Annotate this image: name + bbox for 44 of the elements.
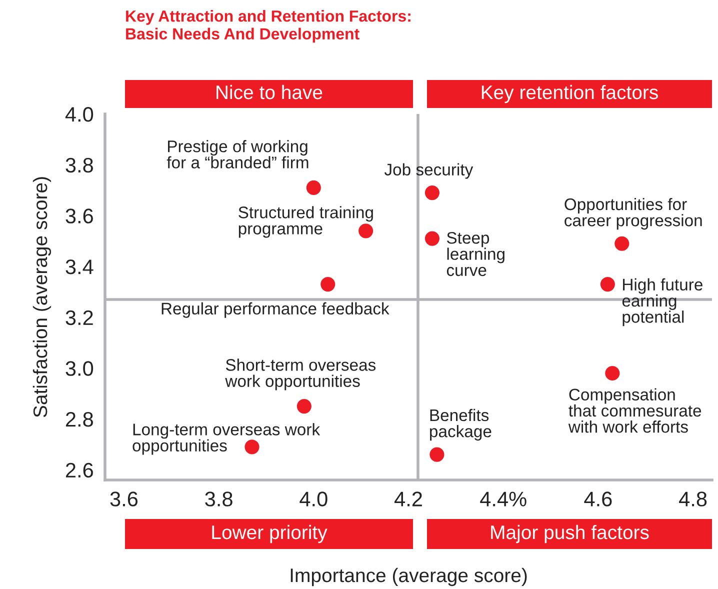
x-tick-label: 4.2 [394, 492, 422, 506]
x-tick-label: 4.6 [584, 492, 612, 506]
x-tick-label: 3.8 [205, 492, 232, 506]
point [244, 440, 260, 454]
text: Lower priority [212, 524, 328, 544]
y-tick-label: 2.8 [66, 412, 93, 427]
y-tick-label: 3.0 [66, 361, 94, 376]
y-tick-label: 4.0 [65, 107, 94, 122]
point [600, 277, 615, 292]
annotation: Steep learning curve [446, 232, 504, 276]
x-axis-title: Importance (average score) [290, 568, 527, 586]
annotation: High future earning potential [622, 278, 702, 326]
text: Key retention factors [482, 84, 658, 104]
y-tick-label: 3.6 [66, 208, 93, 224]
y-tick-label: 2.6 [66, 462, 93, 478]
chart-title: Key Attraction and Retention Factors: Basic Needs And Development [126, 10, 410, 43]
annotation: Job security [384, 163, 474, 179]
x-tick-label: 4.0 [300, 492, 328, 506]
y-axis-title: Satisfaction (average score) [32, 177, 52, 418]
annotation: Compensation that commesurate with work efforts [568, 388, 702, 433]
point [306, 180, 321, 195]
point [296, 399, 312, 414]
x-tick-label: 3.6 [110, 492, 138, 506]
y-tick-label: 3.2 [66, 310, 93, 326]
annotation: Structured training programme [238, 206, 373, 238]
text: Nice to have [216, 84, 322, 100]
y-tick-label: 3.4 [66, 260, 94, 274]
point [424, 231, 440, 246]
annotation: Regular performance feedback [162, 302, 390, 318]
x-tick-label: 4.4% [480, 492, 526, 506]
annotation: Long-term overseas work opportunities [132, 423, 320, 455]
point [424, 186, 440, 200]
point [430, 447, 444, 462]
point [605, 366, 620, 381]
y-tick-label: 3.8 [66, 158, 93, 173]
annotation: Short-term overseas work opportunities [225, 358, 376, 390]
annotation: Prestige of working for a “branded” firm [166, 140, 308, 168]
x-tick-label: 4.8 [679, 492, 707, 506]
annotation: Benefits package [430, 408, 492, 441]
point [614, 236, 630, 251]
point [320, 277, 336, 292]
text: Major push factors [491, 524, 649, 544]
point [358, 224, 374, 238]
annotation: Opportunities for career progression [564, 198, 702, 230]
